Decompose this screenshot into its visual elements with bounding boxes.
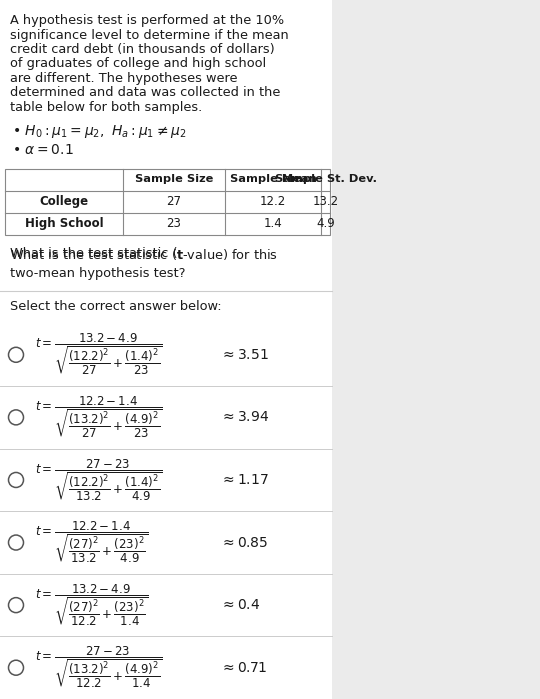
Text: $\approx 3.94$: $\approx 3.94$ (220, 410, 269, 424)
Text: 1.4: 1.4 (264, 217, 282, 230)
Text: table below for both samples.: table below for both samples. (10, 101, 202, 114)
Text: $\approx 3.51$: $\approx 3.51$ (220, 348, 269, 362)
Text: $\approx 1.17$: $\approx 1.17$ (220, 473, 269, 487)
Text: 23: 23 (166, 217, 181, 230)
Text: College: College (39, 195, 89, 208)
Text: High School: High School (25, 217, 103, 230)
Text: credit card debt (in thousands of dollars): credit card debt (in thousands of dollar… (10, 43, 275, 56)
Text: $\approx 0.4$: $\approx 0.4$ (220, 598, 260, 612)
Text: determined and data was collected in the: determined and data was collected in the (10, 87, 280, 99)
Text: $t = \dfrac{12.2-1.4}{\sqrt{\dfrac{(13.2)^2}{27}+\dfrac{(4.9)^2}{23}}}$: $t = \dfrac{12.2-1.4}{\sqrt{\dfrac{(13.2… (35, 395, 163, 440)
Text: $t = \dfrac{27-23}{\sqrt{\dfrac{(13.2)^2}{12.2}+\dfrac{(4.9)^2}{1.4}}}$: $t = \dfrac{27-23}{\sqrt{\dfrac{(13.2)^2… (35, 645, 163, 691)
Text: 12.2: 12.2 (260, 195, 286, 208)
Text: What is the test statistic (: What is the test statistic ( (10, 247, 178, 259)
Text: 13.2: 13.2 (313, 195, 339, 208)
Text: $\approx 0.85$: $\approx 0.85$ (220, 535, 268, 549)
Text: significance level to determine if the mean: significance level to determine if the m… (10, 29, 289, 41)
Text: $\approx 0.71$: $\approx 0.71$ (220, 661, 268, 675)
Text: Sample St. Dev.: Sample St. Dev. (274, 175, 376, 185)
Text: • $H_0 : \mu_1 = \mu_2,\ H_a : \mu_1 \neq \mu_2$: • $H_0 : \mu_1 = \mu_2,\ H_a : \mu_1 \ne… (12, 124, 186, 140)
Bar (0, 0, 332, 699)
Text: A hypothesis test is performed at the 10%: A hypothesis test is performed at the 10… (10, 14, 284, 27)
Text: are different. The hypotheses were: are different. The hypotheses were (10, 72, 238, 85)
Text: $t = \dfrac{12.2-1.4}{\sqrt{\dfrac{(27)^2}{13.2}+\dfrac{(23)^2}{4.9}}}$: $t = \dfrac{12.2-1.4}{\sqrt{\dfrac{(27)^… (35, 520, 148, 565)
Text: What is the test statistic ($\mathbf{t}$-value) for this
two-mean hypothesis tes: What is the test statistic ($\mathbf{t}$… (10, 247, 278, 280)
Text: $t = \dfrac{13.2-4.9}{\sqrt{\dfrac{(27)^2}{12.2}+\dfrac{(23)^2}{1.4}}}$: $t = \dfrac{13.2-4.9}{\sqrt{\dfrac{(27)^… (35, 582, 148, 628)
Text: $t = \dfrac{27-23}{\sqrt{\dfrac{(12.2)^2}{13.2}+\dfrac{(1.4)^2}{4.9}}}$: $t = \dfrac{27-23}{\sqrt{\dfrac{(12.2)^2… (35, 457, 163, 503)
Text: • $\alpha = 0.1$: • $\alpha = 0.1$ (12, 143, 73, 157)
Text: $t = \dfrac{13.2-4.9}{\sqrt{\dfrac{(12.2)^2}{27}+\dfrac{(1.4)^2}{23}}}$: $t = \dfrac{13.2-4.9}{\sqrt{\dfrac{(12.2… (35, 332, 163, 377)
Text: Sample Size: Sample Size (135, 175, 213, 185)
Text: 4.9: 4.9 (316, 217, 335, 230)
Text: Select the correct answer below:: Select the correct answer below: (10, 299, 221, 312)
Text: 27: 27 (166, 195, 181, 208)
Text: Sample Mean: Sample Mean (230, 175, 316, 185)
Text: of graduates of college and high school: of graduates of college and high school (10, 57, 266, 71)
